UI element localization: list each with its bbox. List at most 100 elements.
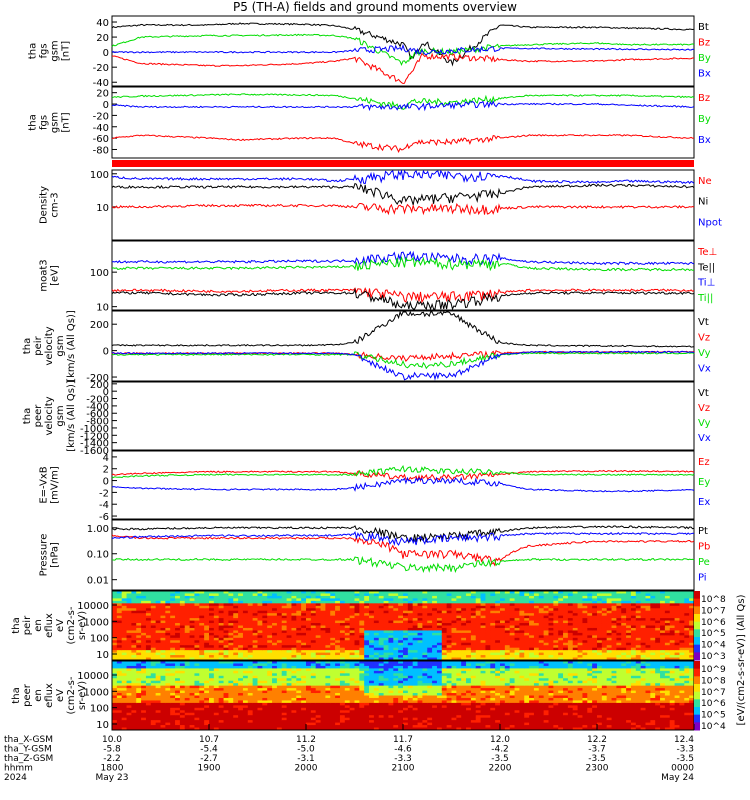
panel-10-cell — [281, 720, 288, 724]
panel-9-cell — [626, 640, 632, 644]
panel-9-cell — [640, 600, 646, 604]
panel-9-cell — [650, 603, 656, 607]
panel-9-cell — [257, 595, 263, 599]
panel-9-cell — [427, 593, 433, 597]
panel-9-cell — [150, 640, 157, 644]
panel-9-cell — [451, 618, 457, 622]
panel-9-cell — [252, 637, 258, 641]
panel-9-cell — [252, 591, 258, 594]
panel-10-cell — [291, 670, 297, 674]
panel-9-cell — [490, 640, 496, 644]
panel-9-cell — [339, 613, 346, 617]
panel-9-cell — [369, 600, 375, 604]
panel-9-cell — [126, 637, 132, 641]
panel-9-cell — [223, 630, 229, 634]
panel-10-cell — [116, 661, 123, 664]
panel-9-cell — [296, 642, 302, 646]
panel-9-cell — [267, 591, 273, 594]
panel-10-cell — [296, 717, 302, 721]
panel-9-cell — [247, 610, 254, 614]
panel-9-cell — [344, 608, 351, 612]
panel-9-cell — [582, 620, 588, 624]
panel-10-cell — [145, 710, 152, 714]
panel-9-cell — [388, 642, 394, 646]
panel-9-cell — [233, 600, 239, 604]
panel-10-cell — [136, 663, 142, 667]
panel-1-ylabel-line: [nT] — [61, 41, 72, 61]
panel-9-cell — [344, 603, 351, 607]
panel-9-cell — [315, 615, 322, 619]
panel-10-cell — [175, 688, 181, 692]
panel-9-cell — [354, 610, 360, 614]
panel-10-cell — [121, 685, 128, 689]
panel-10-cell — [339, 720, 346, 724]
panel-9-cell — [199, 657, 205, 661]
panel-10-cell — [301, 675, 307, 679]
panel-10-cell — [150, 663, 157, 667]
panel-9-cell — [165, 600, 171, 604]
panel-9-ylabel-line: tha — [11, 617, 22, 633]
panel-10-cell — [310, 661, 317, 664]
panel-10-cell — [320, 663, 326, 667]
panel-9-cell — [461, 637, 467, 641]
panel-10-cell — [296, 663, 302, 667]
panel-9-cell — [509, 645, 516, 649]
panel-9-cell — [436, 608, 443, 612]
panel-9-cell — [116, 657, 123, 661]
panel-9-cell — [529, 603, 535, 607]
panel-9-cell — [441, 645, 448, 649]
panel-2-ytick-label: -60 — [93, 134, 109, 145]
panel-9-cell — [170, 640, 176, 644]
panel-9-cell — [630, 615, 637, 619]
panel-9-cell — [359, 600, 365, 604]
panel-9-cell — [679, 615, 685, 619]
panel-9-cell — [500, 640, 506, 644]
panel-10-cell — [121, 661, 128, 664]
panel-9-cell — [485, 652, 491, 656]
panel-9-cell — [238, 591, 244, 594]
panel-9-cell — [131, 598, 137, 602]
panel-10-cell — [306, 690, 312, 694]
panel-5-series-4 — [111, 350, 695, 381]
panel-10-cell — [141, 702, 147, 706]
panel-9-cell — [441, 598, 448, 602]
panel-10-cell — [252, 670, 258, 674]
panel-9-cell — [364, 645, 370, 649]
panel-9-cell — [213, 642, 220, 646]
panel-9-cell — [664, 657, 671, 661]
panel-9-cell — [398, 632, 404, 636]
panel-10-cell — [238, 690, 244, 694]
panel-9-cell — [422, 598, 428, 602]
panel-10-cell — [296, 665, 302, 669]
panel-10-cell — [262, 695, 268, 699]
panel-10-cell — [170, 678, 176, 682]
panel-9-cell — [131, 640, 137, 644]
panel-9-cell — [679, 591, 685, 594]
panel-9-cell — [480, 620, 486, 624]
panel-10-cell — [344, 707, 351, 711]
panel-9-cell — [524, 613, 530, 617]
panel-8-legend-3: Pe — [698, 557, 710, 568]
panel-9-cell — [257, 655, 263, 659]
panel-9-cell — [349, 603, 355, 607]
panel-10-cell — [354, 717, 360, 721]
panel-9-cell — [213, 647, 220, 651]
panel-9-cell — [606, 650, 613, 654]
panel-10-cell — [262, 670, 268, 674]
panel-9-cell — [635, 598, 642, 602]
panel-9-cell — [242, 595, 249, 599]
panel-9-cell — [257, 593, 263, 597]
panel-9-cell — [359, 595, 365, 599]
panel-9-cell — [286, 640, 292, 644]
panel-9-cell — [422, 652, 428, 656]
panel-10-cell — [238, 685, 244, 689]
panel-9-cell — [630, 637, 637, 641]
panel-9-cell — [684, 608, 690, 612]
panel-10-cell — [145, 663, 152, 667]
panel-9-cell — [335, 620, 341, 624]
panel-9-cell — [213, 598, 220, 602]
panel-10-cell — [252, 665, 258, 669]
panel-9-cell — [398, 652, 404, 656]
panel-9-cell — [233, 615, 239, 619]
panel-9-cell — [660, 603, 666, 607]
